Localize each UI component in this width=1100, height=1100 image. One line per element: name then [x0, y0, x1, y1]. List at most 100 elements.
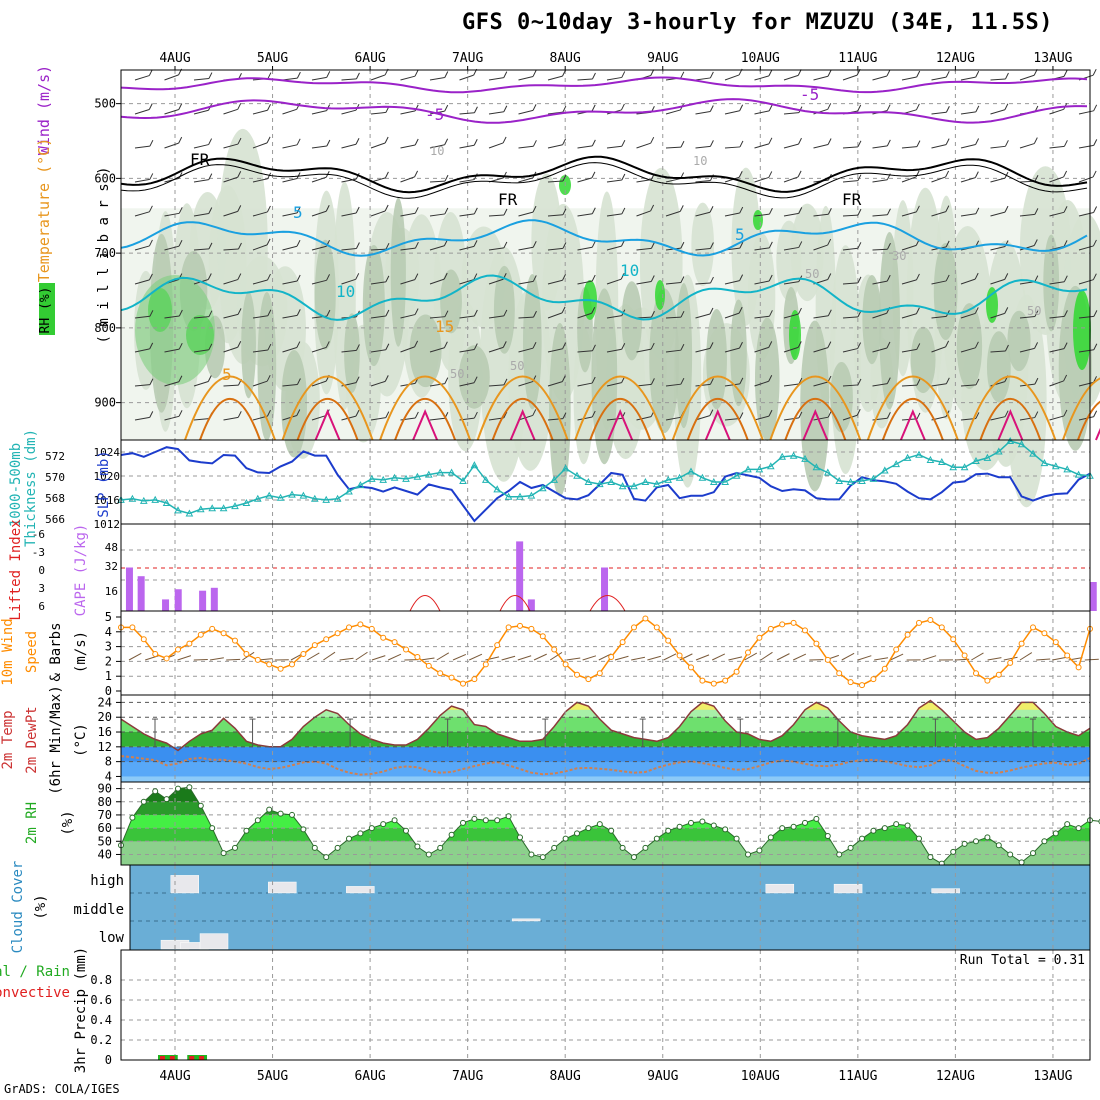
wind-barb-flag	[562, 138, 567, 145]
wind-barb-flag	[266, 238, 271, 246]
wind-barb-flag	[1005, 72, 1009, 80]
surface-wind-barb	[323, 651, 336, 661]
minmax-axis-label: (6hr Min/Max)	[48, 685, 64, 795]
wind-barb	[842, 146, 858, 149]
lifted-tick-label: 6	[38, 600, 45, 613]
wind-barb-flag	[267, 309, 272, 316]
wind-speed-marker	[950, 636, 957, 643]
wind-barb-flag	[444, 207, 449, 215]
wind-barb-flag	[974, 307, 979, 314]
contour-10c	[120, 274, 1088, 321]
wind-barb	[960, 144, 976, 149]
slp-line	[120, 446, 1091, 523]
wind-barb-flag	[178, 136, 183, 144]
wind-barb-flag	[827, 207, 832, 215]
wind-barb	[754, 176, 769, 183]
surface-wind-barb	[339, 657, 354, 661]
wind-speed-marker	[277, 665, 284, 672]
wind-barb-flag	[916, 140, 921, 147]
wind-barb-flag	[650, 342, 655, 350]
rh-marker	[824, 833, 831, 840]
thickness-tick-label: 570	[45, 471, 65, 484]
wind-barb-flag	[857, 378, 862, 386]
wind-barb-flag	[355, 206, 360, 214]
wind-barb	[754, 213, 770, 217]
rh-marker	[665, 827, 672, 834]
surface-wind-barb	[1084, 658, 1099, 661]
wind-barb	[341, 178, 357, 183]
day-label-top: 12AUG	[936, 51, 975, 66]
wind-barb	[724, 110, 740, 115]
wind-barb	[990, 109, 1006, 115]
dewpoint-axis-label: 2m DewPt	[24, 706, 40, 773]
contour-25c	[997, 409, 1024, 441]
wind-barb-flag	[444, 71, 449, 78]
wind-barb	[459, 213, 475, 217]
contour-label: 10	[430, 144, 444, 158]
surface-wind-barb	[1052, 656, 1067, 661]
wind-speed-marker	[585, 676, 592, 683]
rh-marker	[904, 822, 911, 829]
wind-barb-flag	[915, 205, 920, 213]
wind-barb-flag	[798, 411, 803, 419]
surface-wind-barb	[1003, 656, 1018, 661]
wind-barb	[577, 78, 593, 81]
cloud-high-bar	[268, 881, 297, 894]
wind-barb-flag	[798, 377, 803, 385]
wind-barb-flag	[798, 207, 803, 214]
wind-barb	[990, 211, 1006, 217]
wind-barb	[193, 78, 209, 81]
wind-barb	[931, 211, 946, 217]
wind-barb-flag	[975, 138, 980, 145]
wind-barb	[636, 247, 652, 251]
precip-convective-legend: Convective	[0, 985, 70, 1001]
wind-barb-flag	[1063, 374, 1068, 382]
wind-barb	[547, 180, 564, 183]
wind-barb	[488, 384, 504, 387]
rh-marker	[437, 844, 444, 851]
wind-barb	[931, 176, 946, 183]
thickness-marker	[744, 465, 752, 473]
rh-marker	[767, 834, 774, 841]
wind-barb-flag	[886, 69, 891, 77]
surface-wind-barb	[517, 655, 532, 661]
day-label-bottom: 8AUG	[550, 1069, 581, 1084]
rh-marker	[311, 844, 318, 851]
wind-barb	[311, 380, 327, 387]
wind-barb	[724, 74, 740, 81]
wind-barb-flag	[768, 341, 773, 348]
wind-barb-flag	[857, 140, 862, 148]
rh-marker	[414, 843, 421, 850]
wind-barb-flag	[326, 139, 331, 147]
wind-barb-flag	[532, 341, 537, 349]
rh-marker	[733, 835, 740, 842]
wind-barb	[783, 112, 799, 115]
thickness-marker	[595, 480, 604, 488]
wind-barb	[134, 416, 150, 421]
wind-barb-flag	[827, 410, 832, 418]
wind-speed-marker	[859, 682, 865, 689]
wind-barb	[1078, 381, 1094, 387]
wind-barb-flag	[857, 174, 862, 181]
wind-speed-marker	[266, 661, 273, 668]
wind-barb	[488, 315, 504, 319]
wind-barb	[754, 346, 769, 353]
thickness-marker	[709, 477, 718, 485]
thickness-marker	[823, 468, 832, 476]
wind-barb-flag	[739, 104, 744, 111]
wind-barb	[547, 75, 563, 81]
wind-barb-flag	[827, 309, 832, 316]
thickness-marker	[356, 481, 365, 489]
wind-barb-flag	[532, 140, 537, 147]
wind-barb	[164, 415, 180, 421]
surface-wind-barb	[1019, 652, 1033, 661]
wind-barb-flag	[473, 376, 478, 383]
wind-barb	[1049, 108, 1064, 115]
wind-speed-marker	[688, 664, 694, 671]
wind-barb-flag	[680, 276, 685, 283]
wind-barb	[724, 312, 740, 319]
rh-shade-cell	[862, 274, 882, 365]
wind-speed-marker	[984, 677, 991, 684]
wind-barb	[695, 180, 711, 183]
slp-tick-label: 1020	[94, 470, 121, 483]
